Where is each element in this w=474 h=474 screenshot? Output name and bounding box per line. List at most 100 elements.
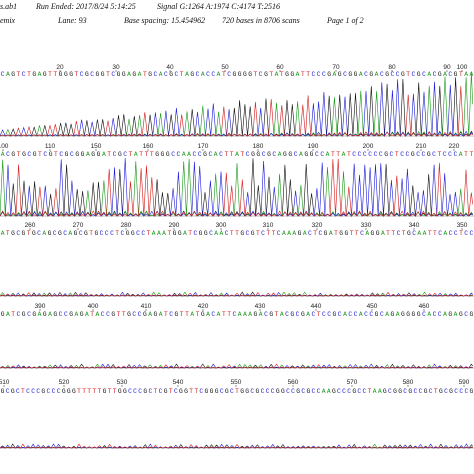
- base-call: G: [80, 311, 84, 318]
- base-call: A: [343, 311, 347, 318]
- base-call: C: [363, 151, 367, 158]
- base-call: G: [243, 71, 247, 78]
- base-call: T: [150, 151, 154, 158]
- base-call: G: [43, 311, 47, 318]
- base-call: G: [166, 151, 170, 158]
- position-tick-label: 440: [311, 303, 322, 310]
- base-call: G: [398, 388, 402, 395]
- base-call: T: [434, 388, 438, 395]
- base-call: G: [248, 71, 252, 78]
- base-call: T: [117, 311, 121, 318]
- trace-row: 100110150160170180190200210220ACGTGCGTCG…: [0, 143, 474, 218]
- base-call: C: [322, 311, 326, 318]
- base-call: G: [339, 230, 343, 237]
- base-call: G: [324, 230, 328, 237]
- base-call: A: [6, 311, 10, 318]
- base-call: C: [368, 151, 372, 158]
- base-call: G: [240, 230, 244, 237]
- base-call: A: [359, 311, 363, 318]
- base-call: C: [454, 388, 458, 395]
- base-call: C: [264, 311, 268, 318]
- base-call: G: [91, 151, 95, 158]
- base-call: C: [296, 311, 300, 318]
- base-call: G: [164, 388, 168, 395]
- base-call: G: [376, 230, 380, 237]
- base-call: A: [327, 388, 331, 395]
- base-call: C: [396, 71, 400, 78]
- base-call: C: [193, 230, 197, 237]
- base-call: A: [248, 311, 252, 318]
- base-call: C: [327, 311, 331, 318]
- base-call: G: [371, 230, 375, 237]
- base-call: C: [380, 71, 384, 78]
- bases-scans: 720 bases in 8706 scans: [222, 16, 300, 25]
- base-call: T: [350, 230, 354, 237]
- base-call: G: [267, 151, 271, 158]
- base-call: C: [429, 388, 433, 395]
- base-call: T: [180, 311, 184, 318]
- base-call: C: [338, 311, 342, 318]
- base-call: T: [280, 71, 284, 78]
- file-name: s.ab1: [0, 2, 18, 11]
- base-call: A: [159, 71, 163, 78]
- base-call: G: [84, 230, 88, 237]
- base-call: C: [358, 151, 362, 158]
- base-call: T: [164, 311, 168, 318]
- base-call: C: [397, 230, 401, 237]
- position-tick-label: 340: [409, 222, 420, 229]
- base-call: C: [286, 388, 290, 395]
- base-call: C: [16, 230, 20, 237]
- position-tick-label: 550: [231, 379, 242, 386]
- base-call: T: [306, 71, 310, 78]
- position-tick-label: 180: [253, 143, 264, 150]
- base-call: G: [254, 311, 258, 318]
- position-tick-label: 20: [56, 64, 64, 71]
- position-tick-label: 420: [198, 303, 209, 310]
- base-call: C: [363, 388, 367, 395]
- base-call: G: [62, 388, 66, 395]
- base-call: C: [57, 388, 61, 395]
- base-call: G: [459, 311, 463, 318]
- base-call: C: [374, 151, 378, 158]
- base-call: A: [187, 151, 191, 158]
- base-call: C: [138, 311, 142, 318]
- position-tick-label: 530: [117, 379, 128, 386]
- base-call: G: [22, 311, 26, 318]
- base-call: A: [235, 151, 239, 158]
- position-tick-label: 290: [169, 222, 180, 229]
- base-call: C: [16, 388, 20, 395]
- base-call: G: [69, 311, 73, 318]
- base-call: A: [359, 71, 363, 78]
- base-call: T: [139, 151, 143, 158]
- base-call: G: [205, 388, 209, 395]
- base-call: A: [280, 311, 284, 318]
- base-call: A: [375, 71, 379, 78]
- position-tick-label: 80: [388, 64, 396, 71]
- page-indicator: Page 1 of 2: [327, 16, 364, 25]
- base-call: A: [86, 151, 90, 158]
- base-call: C: [432, 151, 436, 158]
- base-call: G: [122, 71, 126, 78]
- base-call: G: [53, 311, 57, 318]
- base-call: T: [391, 230, 395, 237]
- base-call: A: [152, 230, 156, 237]
- base-call: C: [246, 151, 250, 158]
- base-call: C: [348, 311, 352, 318]
- base-call: T: [147, 230, 151, 237]
- base-call: G: [169, 71, 173, 78]
- base-call: C: [64, 311, 68, 318]
- base-call: G: [103, 388, 107, 395]
- base-call: G: [32, 230, 36, 237]
- base-call: C: [443, 151, 447, 158]
- position-tick-label: 200: [363, 143, 374, 150]
- base-call: T: [89, 230, 93, 237]
- base-call: C: [337, 388, 341, 395]
- base-call: C: [63, 230, 67, 237]
- base-call: G: [338, 71, 342, 78]
- base-call: C: [294, 151, 298, 158]
- base-call: C: [177, 151, 181, 158]
- base-call: C: [227, 71, 231, 78]
- base-call: C: [198, 151, 202, 158]
- base-call: C: [27, 311, 31, 318]
- base-call: G: [301, 311, 305, 318]
